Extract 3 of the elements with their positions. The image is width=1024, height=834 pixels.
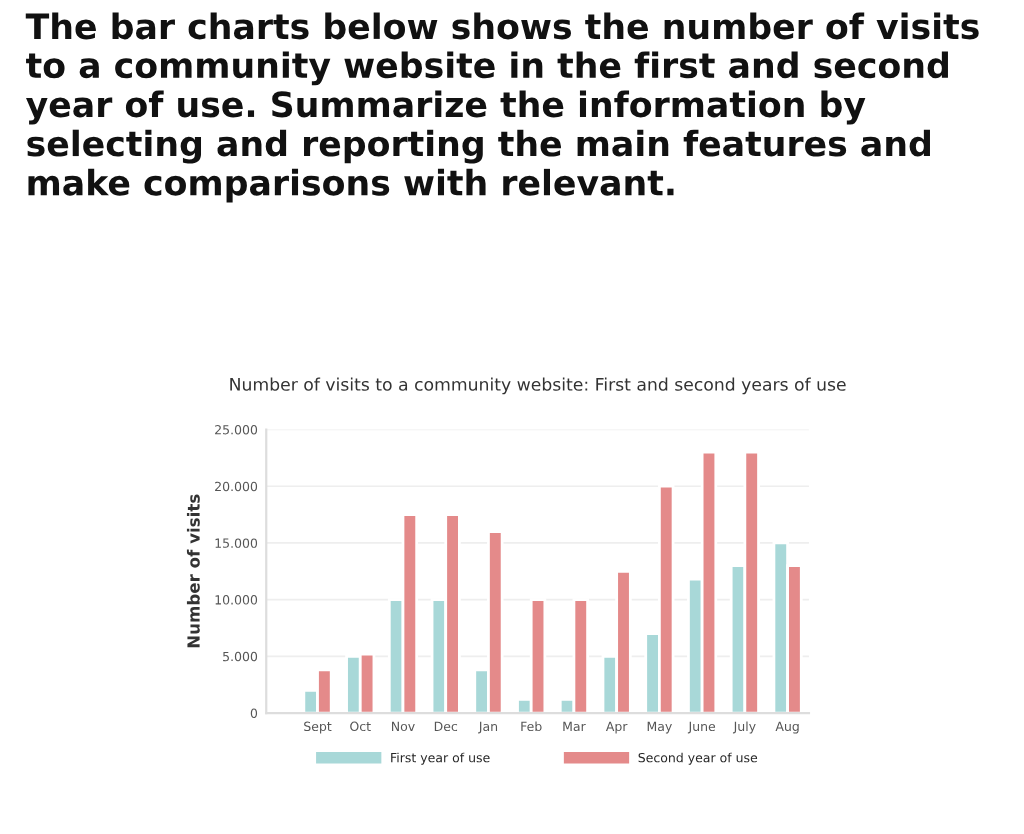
y-axis-title: Number of visits <box>186 494 200 648</box>
chart-title: The bar charts below shows the number of visits to a community website in the first and second year of use. Summarize the information by selecting and reporting the main features and make comparisons with relevant. <box>25 12 979 203</box>
chart-subtitle: Number of visits to a community website: First and second years of use <box>230 377 846 395</box>
